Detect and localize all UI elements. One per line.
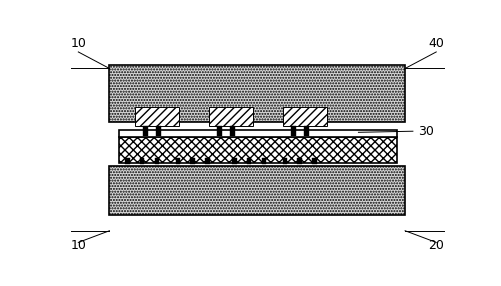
- Bar: [125, 158, 129, 164]
- Bar: [205, 158, 209, 164]
- Text: 20: 20: [427, 239, 443, 252]
- Bar: [208, 107, 253, 126]
- Bar: [119, 130, 397, 137]
- Bar: [291, 126, 296, 136]
- Bar: [156, 126, 161, 136]
- Bar: [231, 158, 236, 164]
- Bar: [134, 107, 179, 126]
- Bar: [261, 158, 266, 164]
- Text: 30: 30: [418, 125, 433, 138]
- Text: 40: 40: [427, 37, 443, 50]
- Bar: [282, 158, 287, 164]
- Text: 10: 10: [70, 37, 86, 50]
- Bar: [229, 126, 234, 136]
- Bar: [175, 158, 180, 164]
- Bar: [217, 126, 222, 136]
- Bar: [109, 166, 404, 215]
- Bar: [190, 158, 195, 164]
- Bar: [304, 126, 309, 136]
- Bar: [143, 126, 148, 136]
- Bar: [139, 158, 144, 164]
- Bar: [246, 158, 251, 164]
- Bar: [109, 65, 404, 122]
- Bar: [282, 107, 327, 126]
- Text: 10: 10: [70, 239, 86, 252]
- Bar: [297, 158, 302, 164]
- Bar: [312, 158, 316, 164]
- Bar: [119, 137, 397, 163]
- Bar: [154, 158, 159, 164]
